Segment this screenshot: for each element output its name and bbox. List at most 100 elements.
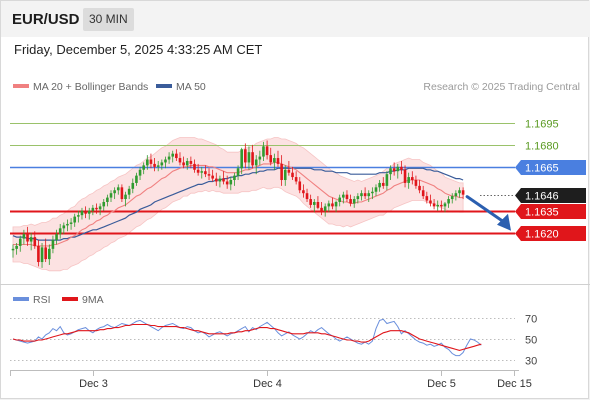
candle-body [62,225,66,229]
candle [95,203,98,214]
candle [352,196,356,208]
candle-body [298,181,302,191]
rsi-legend-label: RSI [33,294,51,306]
candle [429,194,432,207]
rsi-tick-30: 30 [525,356,537,368]
candle [106,194,109,207]
candle [51,235,55,254]
candle-body [247,152,251,163]
candle [240,147,243,175]
candle [102,199,106,211]
rsi-ma-legend-label: 9MA [82,294,104,306]
candle-body [316,201,320,208]
candle-body [87,210,91,214]
key-levels [10,123,515,235]
header-bar: EUR/USD 30 MIN [1,1,590,37]
candle [131,178,135,194]
candle [207,168,211,181]
candle [360,190,363,201]
candlesticks [11,140,465,268]
candle [367,190,371,202]
candle [432,199,436,210]
rsi-legend-swatch [13,297,29,301]
candle-body [113,190,116,194]
candle [400,160,403,175]
candle [153,158,156,172]
candle-body [156,165,160,167]
candle [450,193,454,204]
candle-body [77,215,80,217]
candle-body [33,237,37,246]
candle-body [244,149,247,163]
candle [334,200,338,213]
forecast-arrow-head [497,213,511,231]
candle-body [414,180,418,186]
candle-body [22,234,26,239]
candle-body [160,162,164,166]
candle-body [374,187,378,192]
candle [323,203,327,217]
candle-body [236,168,240,176]
candle-body [138,169,142,176]
candle-body [211,175,214,179]
candle-body [378,182,381,188]
rsi-lines [12,318,482,357]
candle-body [222,178,225,182]
candle-body [392,168,396,172]
level-badge-1.1635: 1.1635 [515,204,586,219]
candle-body [418,185,421,191]
candle [113,187,116,200]
rsi-ma-line [12,323,482,351]
candle-body [320,207,323,211]
candle [247,146,251,170]
candle-body [381,182,385,186]
candle-body [356,196,360,200]
candle-body [127,188,131,195]
candle-body [185,160,189,166]
candle-body [44,247,47,260]
candle-body [440,204,443,207]
candle [302,184,305,198]
candle [443,201,447,213]
candle-body [461,190,465,195]
level-badge-1.1646: 1.1646 [515,188,586,203]
timeframe-badge[interactable]: 30 MIN [83,8,134,31]
candle-body [367,193,371,197]
candle-body [84,210,87,214]
candle [338,194,341,207]
candle-body [218,178,222,182]
level-badge-1.1620: 1.1620 [515,226,586,241]
candle [342,191,345,204]
candle-body [262,146,265,157]
time-tick-label: Dec 15 [497,378,532,390]
candle-body [360,193,363,197]
candle [171,150,175,163]
research-credit: Research © 2025 Trading Central [423,81,580,93]
candle-body [331,203,334,207]
candle [84,206,87,219]
candle [414,175,418,189]
level-badge-text: 1.1665 [525,163,559,175]
candle-body [258,156,262,160]
candle [120,184,124,202]
candle [381,177,385,189]
candle-body [352,199,356,204]
candle [458,187,461,198]
candle [280,155,283,186]
candle-body [436,204,440,207]
candle [389,165,392,181]
candle-body [327,203,331,207]
time-axis: Dec 3 Dec 4 Dec 5 Dec 15 [10,370,532,390]
candle-body [254,159,258,166]
candle [305,188,309,202]
candle-body [11,248,15,251]
candle [312,199,316,213]
candle [149,153,153,169]
datetime-label: Friday, December 5, 2025 4:33:25 AM CET [14,42,263,57]
candle-body [425,196,429,201]
candle-body [443,203,447,207]
candle [320,201,323,216]
candle [127,185,131,200]
candle-body [432,203,436,207]
candle-body [312,201,316,205]
